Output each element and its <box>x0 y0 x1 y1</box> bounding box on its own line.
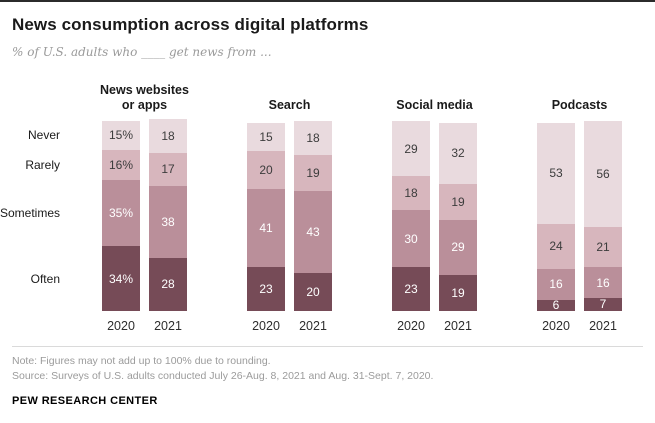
group-header: Social media <box>396 98 473 113</box>
axis-label-rarely: Rarely <box>25 157 60 172</box>
axis-label-never: Never <box>27 128 60 143</box>
chart-notes: Note: Figures may not add up to 100% due… <box>0 347 655 384</box>
year-label: 2021 <box>154 319 182 333</box>
bar-segment-sometimes: 30 <box>392 210 430 268</box>
bar-segment-sometimes: 43 <box>294 191 332 273</box>
bar-group: News websites or apps 15% 16% 35% 34% 18 17 38 2… <box>72 83 217 333</box>
year-label: 2021 <box>589 319 617 333</box>
stacked-bar-2021: 56 21 16 7 <box>584 121 622 311</box>
year-label: 2020 <box>107 319 135 333</box>
bar-segment-often: 7 <box>584 297 622 311</box>
bar-group: Podcasts 53 24 16 6 56 21 16 7 2020 2021 <box>507 83 652 333</box>
bars: 15 20 41 23 18 19 43 20 <box>247 121 332 311</box>
bar-segment-rarely: 19 <box>439 183 477 220</box>
chart-title: News consumption across digital platform… <box>12 15 369 34</box>
note-line: Note: Figures may not add up to 100% due… <box>12 355 271 367</box>
stacked-bar-2020: 29 18 30 23 <box>392 121 430 311</box>
stacked-bar-2020: 15% 16% 35% 34% <box>102 121 140 311</box>
axis-label-often: Often <box>30 271 60 286</box>
year-label: 2020 <box>542 319 570 333</box>
group-header: News websites or apps <box>100 82 189 113</box>
stacked-bar-2020: 15 20 41 23 <box>247 122 285 311</box>
group-header: Search <box>268 98 311 113</box>
bars: 29 18 30 23 32 19 29 19 <box>392 121 477 311</box>
bars: 53 24 16 6 56 21 16 7 <box>537 121 622 311</box>
bar-segment-rarely: 24 <box>537 223 575 270</box>
bar-segment-rarely: 16% <box>102 149 140 180</box>
bar-segment-rarely: 19 <box>294 155 332 192</box>
bar-segment-never: 15 <box>247 122 285 152</box>
year-label: 2020 <box>252 319 280 333</box>
year-label: 2021 <box>299 319 327 333</box>
stacked-bar-2021: 18 19 43 20 <box>294 121 332 311</box>
bar-segment-never: 56 <box>584 121 622 228</box>
bar-segment-often: 34% <box>102 246 140 311</box>
bar-segment-never: 32 <box>439 122 477 184</box>
bar-segment-often: 6 <box>537 299 575 311</box>
bar-segment-sometimes: 35% <box>102 179 140 247</box>
bar-segment-rarely: 20 <box>247 151 285 190</box>
year-label: 2021 <box>444 319 472 333</box>
chart: Never Rarely Sometimes Often News websites … <box>0 83 655 333</box>
source-line: Source: Surveys of U.S. adults conducted… <box>12 370 434 383</box>
year-label: 2020 <box>397 319 425 333</box>
stacked-bar-2021: 32 19 29 19 <box>439 122 477 311</box>
bar-segment-rarely: 17 <box>149 153 187 186</box>
top-border <box>0 0 655 2</box>
bar-segment-never: 15% <box>102 121 140 150</box>
bar-segment-often: 28 <box>149 257 187 311</box>
bars: 15% 16% 35% 34% 18 17 38 28 <box>102 119 187 311</box>
notes-divider <box>12 346 643 347</box>
bar-segment-never: 18 <box>149 119 187 154</box>
bar-segment-often: 23 <box>247 267 285 311</box>
year-labels: 2020 2021 <box>537 319 622 333</box>
bar-segment-never: 18 <box>294 121 332 156</box>
bar-segment-sometimes: 16 <box>584 267 622 298</box>
axis-label-sometimes: Sometimes <box>0 206 60 221</box>
year-labels: 2020 2021 <box>392 319 477 333</box>
bar-segment-sometimes: 38 <box>149 185 187 258</box>
chart-header: News consumption across digital platform… <box>0 2 655 59</box>
bar-segment-sometimes: 41 <box>247 189 285 268</box>
bar-group: Search 15 20 41 23 18 19 43 20 2020 2021 <box>217 83 362 333</box>
bar-segment-sometimes: 29 <box>439 219 477 275</box>
stacked-bar-2020: 53 24 16 6 <box>537 122 575 311</box>
year-labels: 2020 2021 <box>247 319 332 333</box>
year-labels: 2020 2021 <box>102 319 187 333</box>
bar-segment-rarely: 18 <box>392 176 430 211</box>
bar-segment-sometimes: 16 <box>537 269 575 300</box>
bar-segment-never: 29 <box>392 121 430 177</box>
bar-segment-rarely: 21 <box>584 227 622 268</box>
stacked-bar-2021: 18 17 38 28 <box>149 119 187 311</box>
brand-footer: PEW RESEARCH CENTER <box>12 395 158 408</box>
bar-segment-often: 19 <box>439 274 477 311</box>
chart-subtitle: % of U.S. adults who ____ get news from … <box>12 45 272 59</box>
group-header: Podcasts <box>551 98 608 113</box>
bar-group: Social media 29 18 30 23 32 19 29 19 2020 2021 <box>362 83 507 333</box>
response-category-axis: Never Rarely Sometimes Often <box>0 121 72 333</box>
bar-segment-never: 53 <box>537 122 575 224</box>
bar-segment-often: 23 <box>392 267 430 311</box>
bar-segment-often: 20 <box>294 273 332 311</box>
